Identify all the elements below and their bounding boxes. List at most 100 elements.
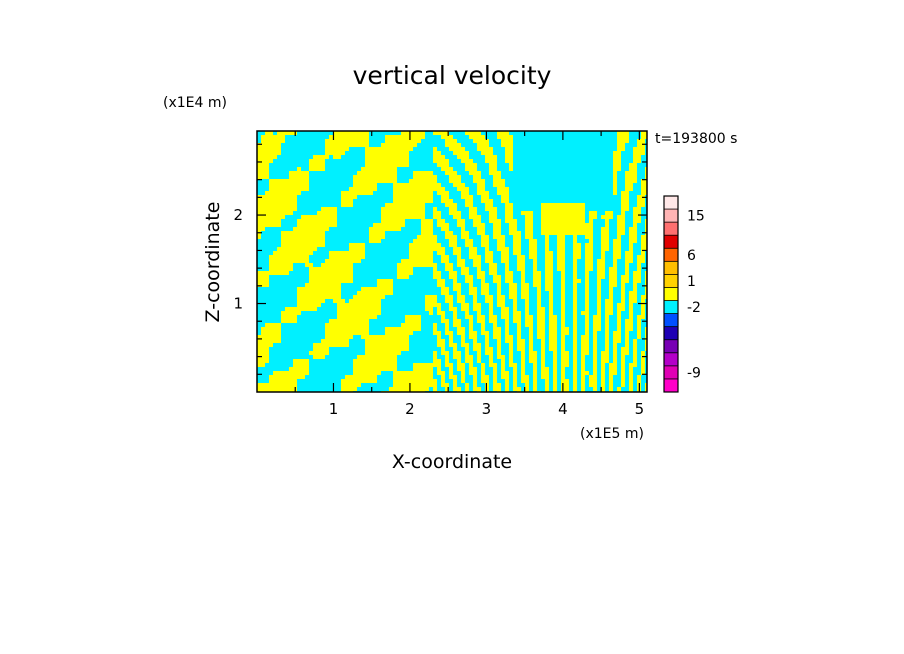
field-cell: [553, 147, 558, 152]
field-cell: [529, 251, 534, 256]
field-cell: [317, 287, 322, 292]
field-cell: [389, 151, 394, 156]
field-cell: [505, 287, 510, 292]
field-cell: [625, 259, 630, 264]
field-cell: [281, 183, 286, 188]
field-cell: [517, 199, 522, 204]
field-cell: [277, 163, 282, 168]
field-cell: [329, 199, 334, 204]
field-cell: [469, 207, 474, 212]
field-cell: [261, 191, 266, 196]
field-cell: [593, 175, 598, 180]
field-cell: [485, 303, 490, 308]
field-cell: [325, 195, 330, 200]
field-cell: [645, 303, 647, 308]
field-cell: [489, 187, 494, 192]
field-cell: [261, 195, 266, 200]
field-cell: [501, 243, 506, 248]
field-cell: [393, 215, 398, 220]
field-cell: [621, 183, 626, 188]
field-cell: [557, 159, 562, 164]
field-cell: [305, 255, 310, 260]
field-cell: [481, 231, 486, 236]
field-cell: [565, 187, 570, 192]
field-cell: [633, 159, 638, 164]
field-cell: [637, 227, 642, 232]
field-cell: [385, 175, 390, 180]
field-cell: [305, 211, 310, 216]
field-cell: [321, 155, 326, 160]
field-cell: [321, 303, 326, 308]
field-cell: [549, 227, 554, 232]
field-cell: [501, 299, 506, 304]
field-cell: [317, 311, 322, 316]
field-cell: [357, 259, 362, 264]
field-cell: [361, 183, 366, 188]
field-cell: [269, 267, 274, 272]
field-cell: [493, 275, 498, 280]
field-cell: [365, 219, 370, 224]
field-cell: [489, 299, 494, 304]
field-cell: [625, 183, 630, 188]
field-cell: [333, 151, 338, 156]
field-cell: [421, 231, 426, 236]
field-cell: [577, 215, 582, 220]
field-cell: [617, 139, 622, 144]
field-cell: [633, 243, 638, 248]
field-cell: [593, 211, 598, 216]
field-cell: [601, 159, 606, 164]
field-cell: [313, 227, 318, 232]
field-cell: [501, 151, 506, 156]
field-cell: [481, 271, 486, 276]
field-cell: [353, 267, 358, 272]
field-cell: [277, 295, 282, 300]
field-cell: [269, 179, 274, 184]
field-cell: [365, 223, 370, 228]
field-cell: [589, 187, 594, 192]
field-cell: [333, 175, 338, 180]
field-cell: [641, 239, 646, 244]
field-cell: [309, 139, 314, 144]
field-cell: [637, 247, 642, 252]
field-cell: [285, 323, 290, 328]
field-cell: [353, 243, 358, 248]
field-cell: [417, 275, 422, 280]
field-cell: [317, 187, 322, 192]
field-cell: [473, 311, 478, 316]
field-cell: [541, 191, 546, 196]
field-cell: [381, 159, 386, 164]
field-cell: [385, 263, 390, 268]
field-cell: [537, 211, 542, 216]
field-cell: [397, 331, 402, 336]
field-cell: [545, 211, 550, 216]
field-cell: [529, 183, 534, 188]
field-cell: [473, 203, 478, 208]
field-cell: [569, 247, 574, 252]
field-cell: [401, 311, 406, 316]
field-cell: [469, 279, 474, 284]
field-cell: [557, 279, 562, 284]
field-cell: [565, 151, 570, 156]
field-cell: [565, 239, 570, 244]
field-cell: [497, 195, 502, 200]
field-cell: [337, 175, 342, 180]
field-cell: [413, 243, 418, 248]
field-cell: [473, 159, 478, 164]
field-cell: [573, 195, 578, 200]
field-cell: [377, 243, 382, 248]
field-cell: [549, 199, 554, 204]
field-cell: [329, 319, 334, 324]
field-cell: [637, 243, 642, 248]
field-cell: [473, 131, 478, 136]
field-cell: [629, 227, 634, 232]
field-cell: [641, 219, 646, 224]
field-cell: [509, 147, 514, 152]
field-cell: [577, 323, 582, 328]
field-cell: [525, 263, 530, 268]
field-cell: [541, 315, 546, 320]
field-cell: [309, 223, 314, 228]
field-cell: [497, 167, 502, 172]
field-cell: [625, 295, 630, 300]
field-cell: [445, 239, 450, 244]
field-cell: [313, 171, 318, 176]
